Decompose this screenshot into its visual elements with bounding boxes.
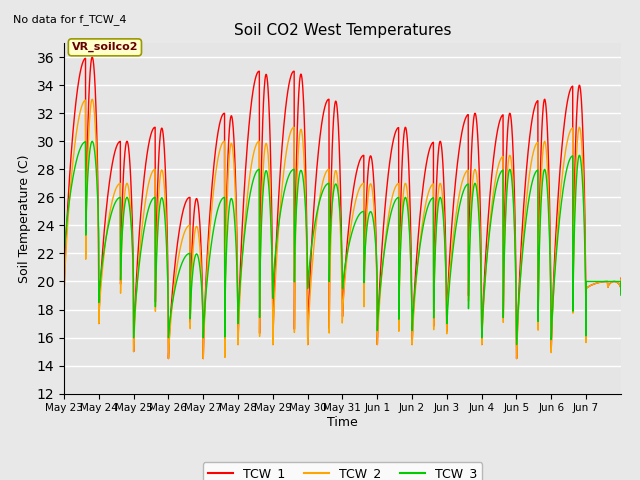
TCW_2 <box>376 290 384 296</box>
Line: TCW_3: TCW_3 <box>64 141 621 345</box>
TCW_2 <box>236 287 244 293</box>
TCW_2 <box>617 276 625 282</box>
Line: TCW_1: TCW_1 <box>64 57 621 359</box>
TCW_2 <box>88 96 96 102</box>
TCW_3 <box>510 218 518 224</box>
TCW_1 <box>511 191 518 196</box>
TCW_3 <box>236 283 244 288</box>
TCW_1 <box>60 300 68 305</box>
TCW_1 <box>88 54 96 60</box>
TCW_2 <box>116 180 124 186</box>
TCW_1 <box>609 279 617 285</box>
Text: VR_soilco2: VR_soilco2 <box>72 42 138 52</box>
Y-axis label: Soil Temperature (C): Soil Temperature (C) <box>18 154 31 283</box>
TCW_1 <box>617 276 625 281</box>
TCW_1 <box>542 102 550 108</box>
TCW_3 <box>88 138 96 144</box>
Title: Soil CO2 West Temperatures: Soil CO2 West Temperatures <box>234 23 451 38</box>
TCW_3 <box>609 278 617 284</box>
Legend: TCW_1, TCW_2, TCW_3: TCW_1, TCW_2, TCW_3 <box>203 462 482 480</box>
X-axis label: Time: Time <box>327 416 358 429</box>
TCW_2 <box>164 356 172 361</box>
TCW_2 <box>542 144 550 149</box>
Line: TCW_2: TCW_2 <box>64 99 621 359</box>
TCW_3 <box>60 258 68 264</box>
TCW_3 <box>542 170 550 176</box>
TCW_3 <box>116 194 124 200</box>
TCW_3 <box>513 342 520 348</box>
TCW_2 <box>60 300 68 305</box>
TCW_1 <box>116 139 124 144</box>
TCW_2 <box>609 279 617 285</box>
TCW_1 <box>164 356 172 361</box>
TCW_1 <box>236 268 244 274</box>
Text: No data for f_TCW_4: No data for f_TCW_4 <box>13 14 126 25</box>
TCW_3 <box>376 288 384 294</box>
TCW_1 <box>376 273 384 278</box>
TCW_2 <box>511 218 518 224</box>
TCW_3 <box>617 292 625 298</box>
